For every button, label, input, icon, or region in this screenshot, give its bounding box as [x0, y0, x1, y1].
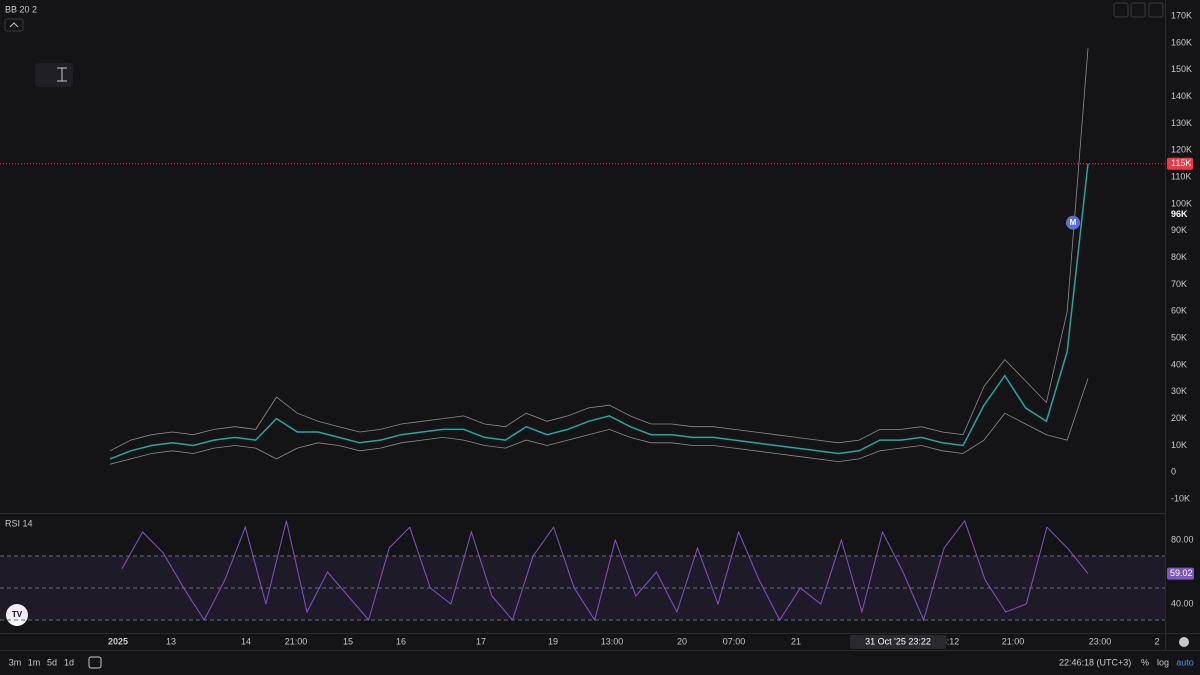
scale-button[interactable]: % — [1141, 657, 1149, 667]
y-tick-label: 0 — [1171, 467, 1176, 477]
x-tick-label: 21 — [791, 636, 801, 646]
y-tick-label: 140K — [1171, 91, 1192, 101]
x-tick-label: 20 — [677, 636, 687, 646]
y-tick-label: 20K — [1171, 413, 1187, 423]
x-tick-label: 13:00 — [601, 636, 624, 646]
series-line — [109, 48, 1089, 452]
collapse-button[interactable] — [4, 18, 24, 32]
x-tick-label: 14 — [241, 636, 251, 646]
x-tick-label: 23:00 — [1089, 636, 1112, 646]
drawing-widget[interactable] — [35, 63, 73, 87]
y-tick-label: 130K — [1171, 118, 1192, 128]
interval-button[interactable]: 5d — [47, 657, 57, 667]
x-tick-label: 19 — [548, 636, 558, 646]
rsi-line — [121, 519, 1089, 622]
clock: 22:46:18 (UTC+3) — [1059, 657, 1131, 667]
interval-button[interactable]: 3m — [9, 657, 22, 667]
collapse-icon — [9, 22, 19, 28]
window-button[interactable] — [1148, 2, 1164, 18]
y-tick-label: 160K — [1171, 37, 1192, 47]
level-label: 96K — [1171, 209, 1188, 219]
x-tick-label: 21:00 — [285, 636, 308, 646]
interval-button[interactable]: 1d — [64, 657, 74, 667]
x-tick-label: 2025 — [108, 636, 128, 646]
y-tick-label: -10K — [1171, 493, 1190, 503]
indicator-label: RSI 14 — [5, 518, 33, 528]
y-tick-label: 150K — [1171, 64, 1192, 74]
y-tick-label: 60K — [1171, 306, 1187, 316]
interval-button[interactable]: 1m — [28, 657, 41, 667]
last-price-box — [1167, 157, 1193, 170]
y-tick-label: 50K — [1171, 332, 1187, 342]
crosshair-label: 31 Oct '25 23:22 — [865, 636, 931, 646]
event-marker-label: M — [1070, 218, 1077, 227]
scale-button[interactable]: auto — [1176, 657, 1194, 667]
rsi-last-label: 59.02 — [1170, 568, 1193, 578]
crosshair-box — [850, 635, 946, 649]
widget-icon — [57, 67, 67, 82]
indicator-label: BB 20 2 — [5, 4, 37, 14]
x-tick-label: 18:12 — [937, 636, 960, 646]
y-tick-label: 100K — [1171, 198, 1192, 208]
y-tick-label: 30K — [1171, 386, 1187, 396]
scale-button[interactable]: log — [1157, 657, 1169, 667]
settings-button[interactable] — [1179, 637, 1189, 647]
calendar-button[interactable] — [88, 656, 102, 669]
y-tick-label: 10K — [1171, 440, 1187, 450]
x-tick-label: 16 — [396, 636, 406, 646]
x-tick-label: 2 — [1154, 636, 1159, 646]
y-tick-label: 170K — [1171, 10, 1192, 20]
y-tick-label: 120K — [1171, 145, 1192, 155]
event-marker[interactable] — [1066, 215, 1080, 230]
x-tick-label: 15 — [343, 636, 353, 646]
y-tick-label: 110K — [1171, 171, 1191, 181]
y-tick-label: 80.00 — [1171, 534, 1194, 544]
x-tick-label: 17 — [476, 636, 486, 646]
y-tick-label: 40.00 — [1171, 598, 1194, 608]
logo-text: TV — [12, 610, 23, 619]
x-tick-label: 07:00 — [723, 636, 746, 646]
series-line — [109, 163, 1089, 460]
y-tick-label: 70K — [1171, 279, 1187, 289]
series-line — [109, 378, 1089, 465]
y-tick-label: 90K — [1171, 225, 1187, 235]
rsi-last-box — [1167, 567, 1194, 580]
window-button[interactable] — [1130, 2, 1146, 18]
y-tick-label: 80K — [1171, 252, 1187, 262]
window-button[interactable] — [1113, 2, 1129, 18]
last-price-label: 115K — [1171, 158, 1191, 168]
y-tick-label: 40K — [1171, 359, 1187, 369]
x-tick-label: 13 — [166, 636, 176, 646]
x-tick-label: 21:00 — [1002, 636, 1025, 646]
